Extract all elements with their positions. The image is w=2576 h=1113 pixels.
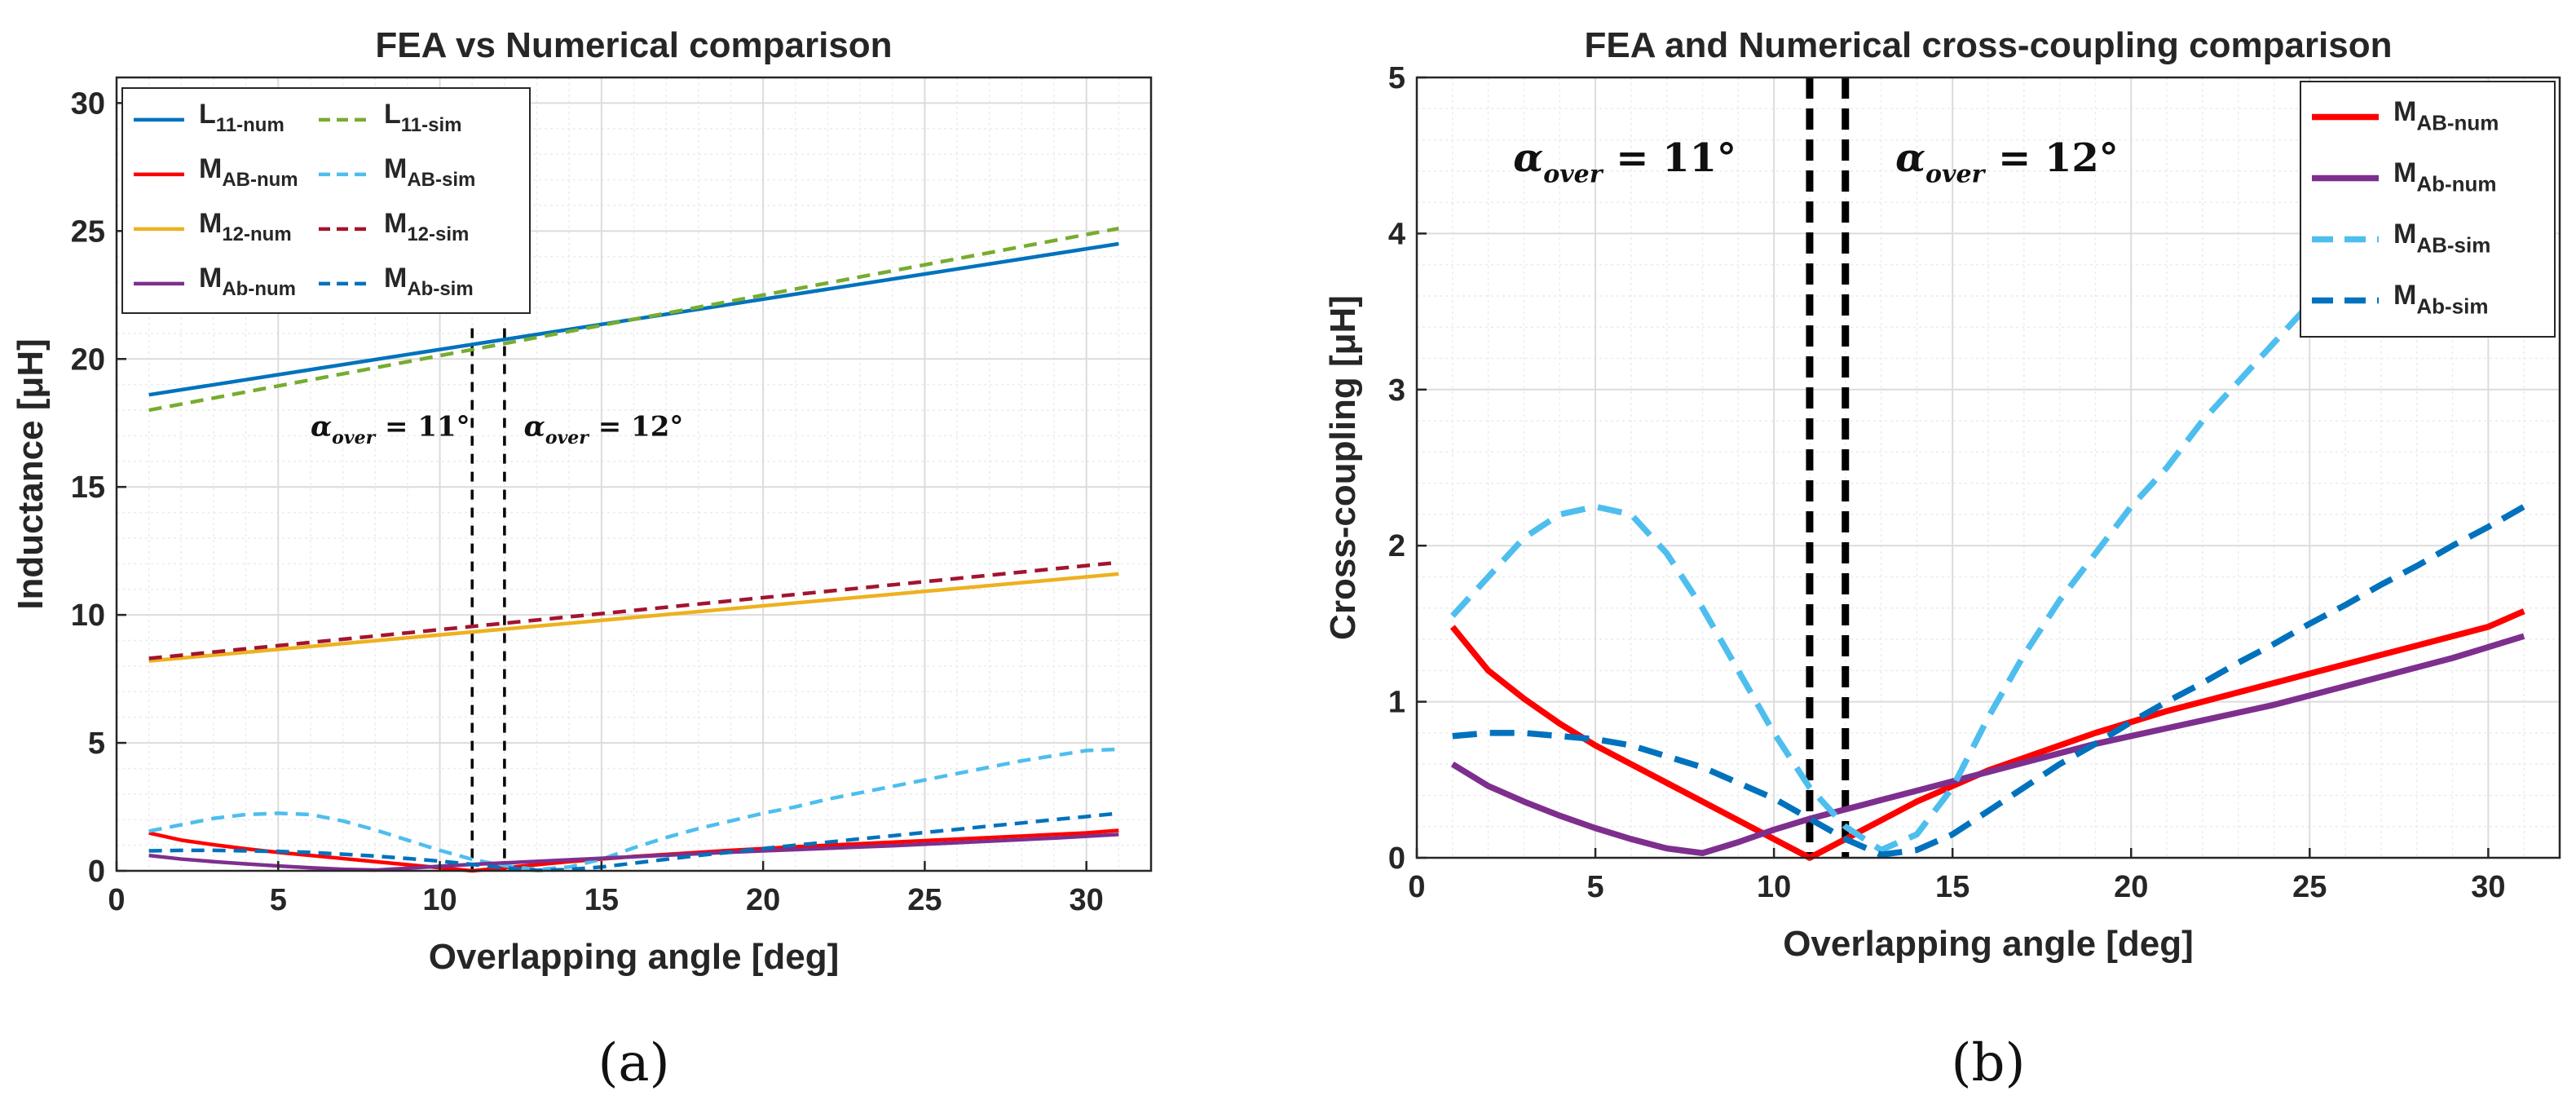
legend-entry-label: MAB-num bbox=[199, 153, 298, 191]
x-tick-label: 30 bbox=[1070, 883, 1104, 917]
y-tick-label: 5 bbox=[1388, 61, 1405, 95]
y-axis-label: Inductance [μH] bbox=[11, 338, 51, 610]
legend-entry-label: M12-num bbox=[199, 208, 292, 245]
y-tick-label: 5 bbox=[88, 727, 105, 761]
x-tick-label: 15 bbox=[1935, 870, 1969, 904]
chart-title: FEA vs Numerical comparison bbox=[375, 25, 892, 65]
legend-box bbox=[121, 87, 531, 314]
series-line-M-Ab-num bbox=[1450, 633, 2525, 857]
series-line-M-Ab-sim bbox=[148, 811, 1119, 872]
y-tick-label: 20 bbox=[71, 342, 105, 377]
legend-entry-label: M12-sim bbox=[384, 208, 469, 245]
y-tick-label: 15 bbox=[71, 470, 105, 505]
axes-box bbox=[115, 76, 1153, 872]
x-tick-label: 5 bbox=[1586, 870, 1603, 904]
series-line-M-12-num bbox=[148, 572, 1119, 663]
axes-box bbox=[1415, 76, 2561, 859]
legend-entry-label: MAB-num bbox=[2393, 96, 2499, 135]
x-tick-label: 10 bbox=[1757, 870, 1791, 904]
chart-b: αover = 11° αover = 12° 0 5 10 15 20 25 30 0 1 2 3 4 5… bbox=[1323, 25, 2561, 1093]
legend-entry-label: MAB-sim bbox=[384, 153, 475, 191]
x-tick-label: 15 bbox=[584, 883, 619, 917]
series-line-M-AB-sim bbox=[148, 747, 1119, 872]
legend-entry-label: L11-sim bbox=[384, 99, 462, 136]
x-tick-label: 10 bbox=[422, 883, 457, 917]
panel-label: (b) bbox=[1952, 1033, 2026, 1093]
legend-entry-label: L11-num bbox=[199, 99, 285, 136]
annotation-label: αover = 11° bbox=[311, 410, 470, 448]
y-tick-label: 25 bbox=[71, 214, 105, 249]
y-axis-label: Cross-coupling [μH] bbox=[1323, 295, 1363, 640]
y-tick-label: 10 bbox=[71, 598, 105, 633]
legend: L11-num L11-sim MAB-num MAB-sim M12-num M12-s… bbox=[121, 87, 531, 314]
chart-a: αover = 11° αover = 12° 0 5 10 15 20 25 30 0 5 10 15… bbox=[11, 25, 1153, 1093]
series-line-L-11-sim bbox=[148, 226, 1119, 413]
y-tick-label: 0 bbox=[88, 855, 105, 889]
y-tick-label: 1 bbox=[1388, 686, 1405, 720]
x-tick-label: 20 bbox=[746, 883, 780, 917]
annotation-label: αover = 11° bbox=[1513, 135, 1736, 188]
x-axis-label: Overlapping angle [deg] bbox=[429, 937, 840, 977]
grid bbox=[1416, 77, 2561, 859]
legend: MAB-num MAb-num MAB-sim MAb-sim bbox=[2300, 81, 2556, 338]
series-line-M-AB-sim bbox=[1450, 301, 2313, 854]
legend-entry-label: MAb-num bbox=[2393, 157, 2497, 196]
annotation-label: αover = 12° bbox=[524, 410, 684, 448]
legend-entry-label: MAb-sim bbox=[384, 263, 474, 300]
x-tick-label: 30 bbox=[2471, 870, 2505, 904]
panel-label: (a) bbox=[598, 1033, 669, 1093]
y-tick-label: 3 bbox=[1388, 373, 1405, 408]
x-tick-label: 0 bbox=[108, 883, 125, 917]
legend-entry-label: MAB-sim bbox=[2393, 219, 2490, 257]
x-tick-label: 0 bbox=[1408, 870, 1425, 904]
legend-box bbox=[2300, 81, 2556, 338]
x-tick-label: 25 bbox=[2292, 870, 2327, 904]
x-axis-label: Overlapping angle [deg] bbox=[1783, 924, 2194, 964]
y-tick-label: 30 bbox=[71, 86, 105, 121]
y-tick-label: 2 bbox=[1388, 529, 1405, 563]
x-tick-label: 20 bbox=[2114, 870, 2148, 904]
y-tick-label: 0 bbox=[1388, 841, 1405, 876]
legend-entry-label: MAb-num bbox=[199, 263, 296, 300]
chart-title: FEA and Numerical cross-coupling compari… bbox=[1584, 25, 2392, 65]
x-tick-label: 25 bbox=[907, 883, 942, 917]
legend-entry-label: MAb-sim bbox=[2393, 280, 2488, 318]
y-tick-label: 4 bbox=[1388, 217, 1405, 251]
series-line-M-12-sim bbox=[148, 560, 1119, 660]
series-line-M-Ab-sim bbox=[1452, 504, 2526, 858]
x-tick-label: 5 bbox=[270, 883, 287, 917]
annotation-label: αover = 12° bbox=[1895, 135, 2119, 188]
series-line-M-Ab-num bbox=[148, 833, 1119, 872]
